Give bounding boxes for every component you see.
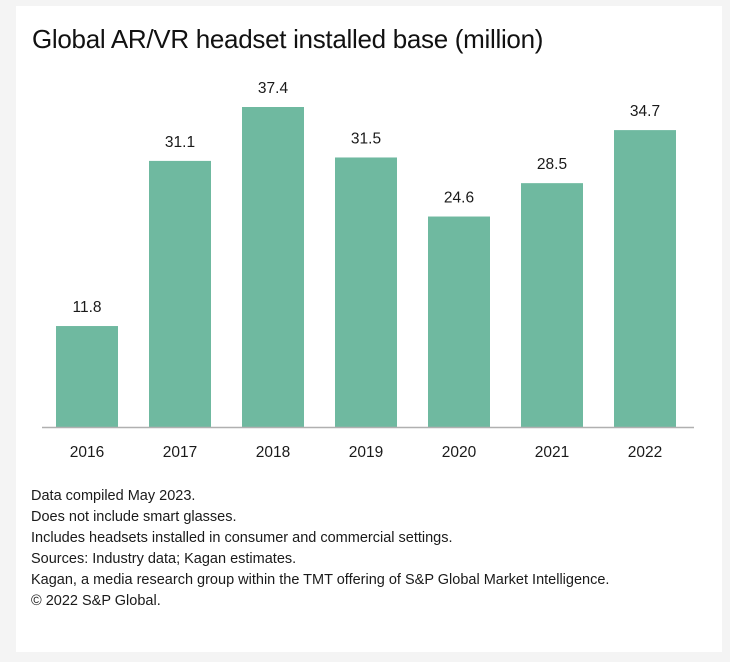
bar-2017 (149, 160, 211, 427)
data-label: 31.1 (165, 134, 195, 151)
footnote: Sources: Industry data; Kagan estimates. (31, 551, 297, 567)
bar-chart: 11.8 2016 31.1 2017 37.4 2018 31.5 2019 24.6 2020… (42, 80, 694, 461)
footnotes: Data compiled May 2023. Does not include… (31, 486, 631, 612)
bar-2020 (428, 216, 490, 427)
footnote: Includes headsets installed in consumer … (31, 530, 453, 546)
x-tick-label: 2021 (535, 444, 569, 461)
bar-2019 (335, 157, 397, 428)
bar-2018 (242, 107, 304, 427)
data-label: 28.5 (537, 156, 567, 173)
data-label: 37.4 (258, 80, 289, 97)
chart-title: Global AR/VR headset installed base (mil… (32, 24, 544, 54)
x-tick-label: 2016 (70, 444, 104, 461)
x-tick-label: 2017 (163, 444, 197, 461)
bar-2021 (521, 183, 583, 427)
x-tick-label: 2022 (628, 444, 662, 461)
x-tick-label: 2018 (256, 444, 290, 461)
x-tick-label: 2019 (349, 444, 383, 461)
footnote: Kagan, a media research group within the… (31, 572, 610, 588)
data-label: 31.5 (351, 130, 381, 147)
bar-2016 (56, 326, 118, 427)
data-label: 11.8 (72, 299, 101, 316)
data-label: 24.6 (444, 190, 474, 207)
footnote: © 2022 S&P Global. (31, 593, 161, 609)
footnote: Does not include smart glasses. (31, 509, 237, 525)
x-tick-label: 2020 (442, 444, 477, 461)
footnote: Data compiled May 2023. (31, 488, 196, 504)
bar-2022 (614, 130, 676, 427)
data-label: 34.7 (630, 103, 660, 120)
